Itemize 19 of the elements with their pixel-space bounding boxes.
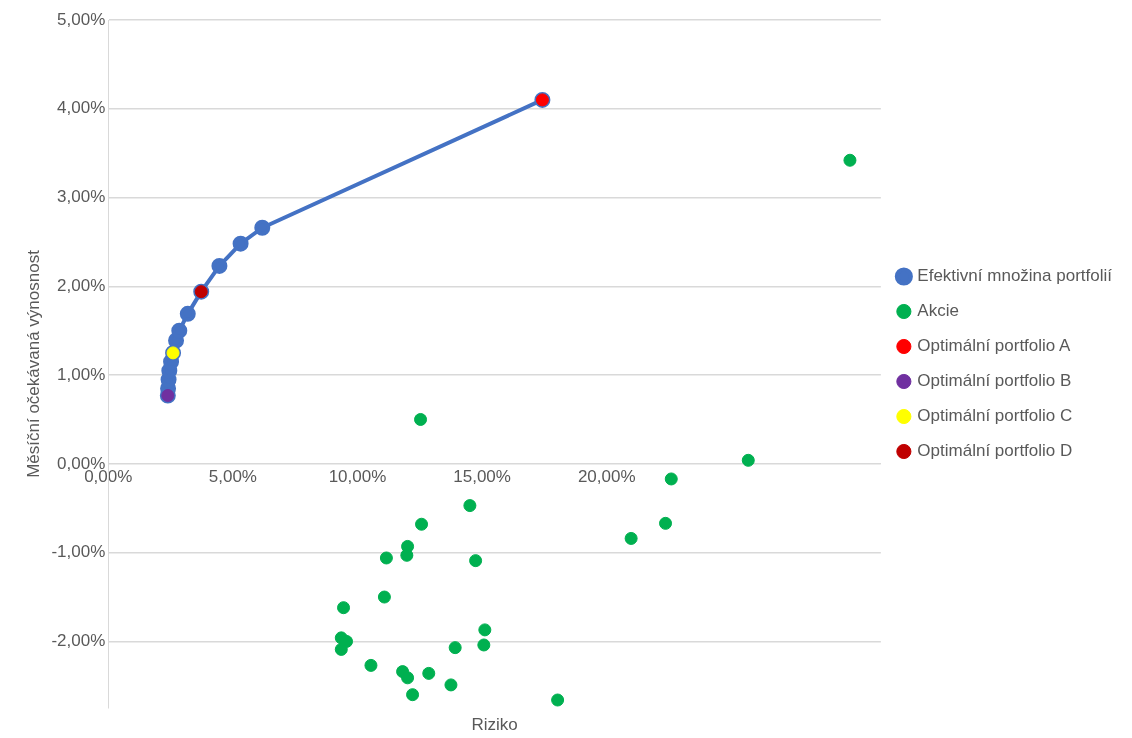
y-tick-label: 5,00% [57, 9, 106, 29]
legend-label: Optimální portfolio D [917, 441, 1073, 461]
x-tick-label: 10,00% [328, 466, 387, 486]
y-tick-label: 3,00% [57, 187, 106, 207]
y-tick-label: 4,00% [57, 98, 106, 118]
legend-label: Optimální portfolio B [917, 371, 1072, 391]
y-axis-title: Měsíční očekávaná výnosnost [23, 249, 43, 478]
y-tick-label: -2,00% [51, 631, 106, 651]
x-tick-label: 20,00% [577, 466, 636, 486]
x-tick-label: 15,00% [453, 466, 511, 486]
y-tick-label: 2,00% [57, 276, 106, 296]
legend-label: Optimální portfolio C [917, 406, 1073, 426]
y-tick-label: -1,00% [51, 542, 106, 562]
y-tick-label: 1,00% [57, 364, 106, 384]
legend-label: Akcie [917, 301, 959, 321]
legend-label: Optimální portfolio A [917, 336, 1072, 356]
legend-label: Efektivní množina portfolií [917, 266, 1113, 286]
x-axis-title: Riziko [471, 715, 518, 735]
x-tick-label: 5,00% [208, 466, 257, 486]
